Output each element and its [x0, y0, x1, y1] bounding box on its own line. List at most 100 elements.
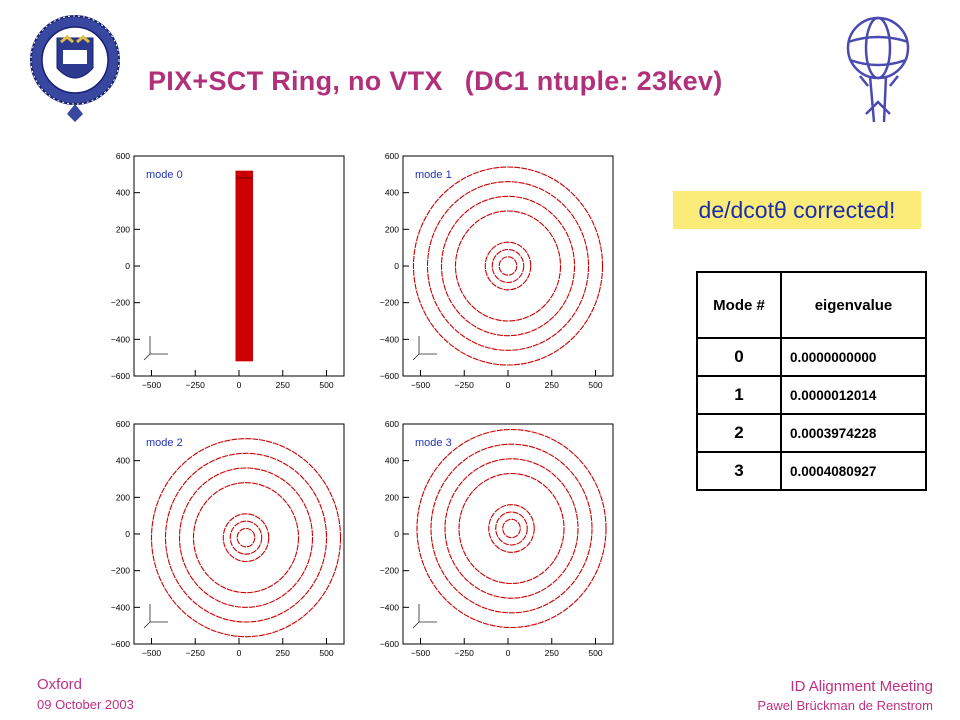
y-tick-label: 0 — [125, 261, 130, 271]
x-tick-label: −500 — [142, 380, 161, 390]
ring — [416, 428, 607, 629]
x-tick-label: −500 — [142, 648, 161, 658]
ring — [412, 166, 604, 366]
x-tick-label: 0 — [506, 648, 511, 658]
y-tick-label: 200 — [385, 492, 399, 502]
ring — [192, 482, 300, 594]
x-tick-label: 250 — [276, 380, 290, 390]
y-tick-label: 0 — [394, 261, 399, 271]
atlas-logo — [846, 16, 910, 123]
y-tick-label: −200 — [111, 298, 130, 308]
ring — [488, 504, 535, 553]
table-header-row: Mode # eigenvalue — [696, 271, 927, 339]
y-tick-label: −400 — [380, 602, 399, 612]
eigenvalue-cell: 0.0000012014 — [780, 375, 927, 415]
x-tick-label: 500 — [319, 380, 333, 390]
x-tick-label: 500 — [319, 648, 333, 658]
col-header-eigenvalue: eigenvalue — [780, 271, 927, 339]
x-tick-label: −500 — [411, 380, 430, 390]
y-tick-label: 400 — [385, 188, 399, 198]
y-tick-label: −600 — [380, 371, 399, 381]
ring — [444, 458, 579, 599]
y-tick-label: 400 — [116, 188, 130, 198]
y-tick-label: −200 — [380, 298, 399, 308]
ring — [229, 520, 263, 555]
ring — [236, 527, 256, 548]
mode-1-plot: 600 400 200 0 −200 −400 −600 −500 −250 0 250 500 mod… — [380, 151, 614, 390]
module-band — [235, 170, 253, 362]
y-tick-label: 200 — [385, 224, 399, 234]
y-tick-label: 400 — [116, 456, 130, 466]
y-tick-label: −600 — [111, 639, 130, 649]
ring — [426, 181, 590, 351]
axis-glyph — [412, 621, 420, 629]
ring — [440, 195, 576, 337]
ring — [430, 443, 593, 614]
mode-2-plot: 600 400 200 0 −200 −400 −600 −500 −250 0 250 500 mod… — [111, 419, 345, 658]
ring — [484, 241, 532, 291]
footer-location: Oxford — [37, 676, 83, 693]
x-tick-label: 0 — [237, 380, 242, 390]
mode-cell: 0 — [696, 337, 782, 377]
footer-author: Pawel Brückman de Renstrom — [757, 698, 933, 713]
mode-cell: 3 — [696, 451, 782, 491]
mode-0-plot: 600 400 200 0 −200 −400 −600 −500 −250 0 250 500 mod… — [111, 151, 345, 390]
x-tick-label: 0 — [506, 380, 511, 390]
y-tick-label: 200 — [116, 492, 130, 502]
plot-frame — [402, 155, 614, 377]
ring — [495, 511, 528, 546]
title-main: PIX+SCT Ring, no VTX — [148, 66, 443, 96]
x-tick-label: −250 — [186, 648, 205, 658]
ring — [491, 248, 525, 284]
mode-label: mode 1 — [415, 169, 452, 181]
oxford-crest-logo — [30, 15, 120, 122]
axis-glyph — [412, 353, 420, 361]
eigenvalue-cell: 0.0000000000 — [780, 337, 927, 377]
ring — [150, 438, 342, 638]
y-tick-label: 0 — [125, 529, 130, 539]
table-row: 2 0.0003974228 — [696, 413, 927, 453]
axis-glyph — [143, 353, 151, 361]
footer-date: 09 October 2003 — [37, 697, 134, 712]
ring — [498, 256, 518, 276]
ring — [454, 210, 562, 322]
eigenvalue-table: Mode # eigenvalue 0 0.0000000000 1 0.000… — [696, 271, 927, 491]
x-tick-label: 250 — [545, 648, 559, 658]
y-tick-label: −200 — [111, 566, 130, 576]
title-sub: (DC1 ntuple: 23kev) — [464, 66, 723, 96]
mode-label: mode 3 — [415, 437, 452, 449]
ring — [164, 452, 328, 623]
y-tick-label: 400 — [385, 456, 399, 466]
ring — [458, 472, 565, 585]
y-tick-label: 600 — [116, 151, 130, 161]
ring — [222, 513, 270, 563]
mode-cell: 2 — [696, 413, 782, 453]
y-tick-label: −400 — [380, 334, 399, 344]
mode-cell: 1 — [696, 375, 782, 415]
x-tick-label: −250 — [455, 380, 474, 390]
x-tick-label: 500 — [588, 648, 602, 658]
correction-note: de/dcotθ corrected! — [673, 191, 921, 229]
y-tick-label: 200 — [116, 224, 130, 234]
y-tick-label: 600 — [116, 419, 130, 429]
y-tick-label: 0 — [394, 529, 399, 539]
footer-meeting: ID Alignment Meeting — [790, 678, 933, 695]
table-row: 3 0.0004080927 — [696, 451, 927, 491]
eigenvalue-cell: 0.0003974228 — [780, 413, 927, 453]
y-tick-label: −600 — [111, 371, 130, 381]
y-tick-label: 600 — [385, 151, 399, 161]
x-tick-label: 250 — [276, 648, 290, 658]
col-header-mode: Mode # — [696, 271, 782, 339]
x-tick-label: 500 — [588, 380, 602, 390]
page-title: PIX+SCT Ring, no VTX (DC1 ntuple: 23kev) — [148, 66, 745, 97]
ring — [178, 467, 314, 608]
x-tick-label: −250 — [186, 380, 205, 390]
mode-3-plot: 600 400 200 0 −200 −400 −600 −500 −250 0 250 500 mod… — [380, 419, 614, 658]
table-row: 0 0.0000000000 — [696, 337, 927, 377]
mode-label: mode 0 — [146, 169, 183, 181]
x-tick-label: 250 — [545, 380, 559, 390]
eigenvalue-cell: 0.0004080927 — [780, 451, 927, 491]
axis-glyph — [143, 621, 151, 629]
table-row: 1 0.0000012014 — [696, 375, 927, 415]
y-tick-label: −400 — [111, 602, 130, 612]
